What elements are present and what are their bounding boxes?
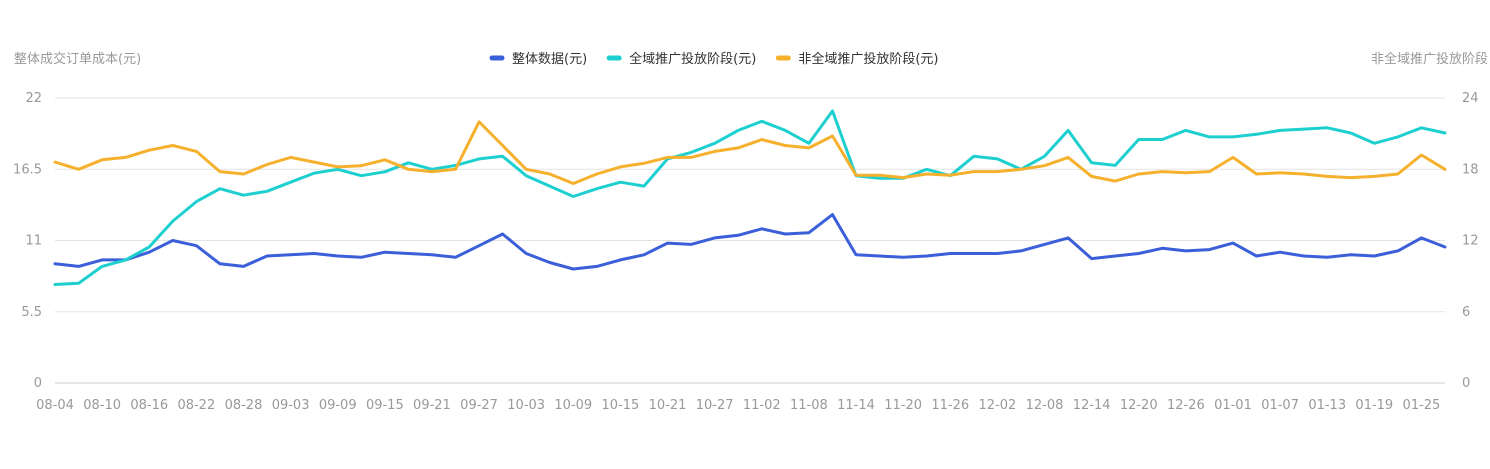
x-tick-label: 10-15 bbox=[602, 398, 640, 413]
x-tick-label: 12-14 bbox=[1073, 398, 1111, 413]
y-axis-title: 整体成交订单成本(元) bbox=[14, 51, 141, 67]
y-tick-label: 11 bbox=[25, 234, 42, 249]
legend-label: 全域推广投放阶段(元) bbox=[629, 51, 756, 67]
x-tick-label: 11-20 bbox=[884, 398, 922, 413]
x-tick-label: 11-26 bbox=[931, 398, 969, 413]
y-tick-label: 0 bbox=[34, 376, 42, 391]
x-tick-label: 08-28 bbox=[225, 398, 263, 413]
x-tick-label: 10-03 bbox=[507, 398, 545, 413]
y2-tick-label: 12 bbox=[1462, 234, 1479, 249]
x-tick-label: 08-10 bbox=[83, 398, 121, 413]
x-tick-label: 01-25 bbox=[1403, 398, 1441, 413]
x-tick-label: 12-08 bbox=[1026, 398, 1064, 413]
x-tick-label: 09-03 bbox=[272, 398, 310, 413]
x-tick-label: 09-09 bbox=[319, 398, 357, 413]
x-tick-label: 12-26 bbox=[1167, 398, 1205, 413]
x-tick-label: 09-21 bbox=[413, 398, 451, 413]
legend-label: 非全域推广投放阶段(元) bbox=[798, 51, 938, 67]
x-tick-label: 01-01 bbox=[1214, 398, 1252, 413]
y-tick-label: 5.5 bbox=[21, 305, 42, 320]
y2-axis-title: 非全域推广投放阶段 bbox=[1371, 51, 1488, 67]
x-tick-label: 08-22 bbox=[177, 398, 215, 413]
x-tick-label: 08-04 bbox=[36, 398, 74, 413]
x-tick-label: 12-20 bbox=[1120, 398, 1158, 413]
legend: 整体数据(元) 全域推广投放阶段(元) 非全域推广投放阶段(元) bbox=[489, 51, 938, 67]
series-line bbox=[53, 120, 1447, 185]
x-tick-label: 01-07 bbox=[1261, 398, 1299, 413]
x-tick-label: 10-27 bbox=[696, 398, 734, 413]
y-tick-label: 22 bbox=[25, 91, 42, 106]
y-tick-label: 16.5 bbox=[13, 162, 42, 177]
y2-tick-label: 0 bbox=[1462, 376, 1470, 391]
series-line bbox=[53, 109, 1447, 286]
x-tick-label: 08-16 bbox=[130, 398, 168, 413]
x-tick-label: 01-13 bbox=[1308, 398, 1346, 413]
x-tick-label: 09-27 bbox=[460, 398, 498, 413]
x-tick-label: 11-14 bbox=[837, 398, 875, 413]
y2-tick-label: 6 bbox=[1462, 305, 1470, 320]
x-tick-label: 12-02 bbox=[978, 398, 1016, 413]
x-tick-label: 11-08 bbox=[790, 398, 828, 413]
legend-label: 整体数据(元) bbox=[512, 52, 587, 67]
x-tick-label: 01-19 bbox=[1355, 398, 1393, 413]
x-tick-label: 10-21 bbox=[649, 398, 687, 413]
series-line bbox=[53, 213, 1447, 271]
x-tick-label: 09-15 bbox=[366, 398, 404, 413]
y2-tick-label: 24 bbox=[1462, 91, 1479, 106]
y2-tick-label: 18 bbox=[1462, 162, 1479, 177]
x-tick-label: 10-09 bbox=[554, 398, 592, 413]
x-tick-label: 11-02 bbox=[743, 398, 781, 413]
